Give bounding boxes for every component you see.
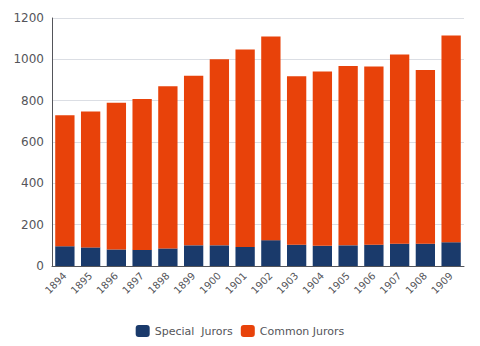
svg-text:Special Jurors: Special Jurors — [155, 325, 233, 338]
svg-text:800: 800 — [21, 94, 44, 108]
svg-text:1898: 1898 — [146, 270, 172, 296]
svg-text:1900: 1900 — [198, 270, 224, 296]
svg-text:200: 200 — [21, 218, 44, 232]
svg-text:600: 600 — [21, 135, 44, 149]
svg-text:1899: 1899 — [172, 270, 198, 296]
svg-text:1908: 1908 — [404, 270, 430, 296]
svg-text:0: 0 — [36, 259, 44, 273]
svg-text:1200: 1200 — [13, 11, 44, 25]
svg-text:1896: 1896 — [95, 270, 121, 296]
svg-text:1000: 1000 — [13, 52, 44, 66]
svg-text:1904: 1904 — [301, 270, 327, 296]
svg-text:1901: 1901 — [223, 270, 249, 296]
svg-text:1897: 1897 — [120, 270, 146, 296]
svg-text:1902: 1902 — [249, 270, 275, 296]
svg-text:1907: 1907 — [378, 270, 404, 296]
svg-text:1909: 1909 — [429, 270, 455, 296]
svg-text:400: 400 — [21, 176, 44, 190]
svg-text:1906: 1906 — [352, 270, 378, 296]
svg-text:1894: 1894 — [43, 270, 69, 296]
svg-text:1903: 1903 — [275, 270, 301, 296]
svg-text:1895: 1895 — [69, 270, 95, 296]
svg-text:1905: 1905 — [326, 270, 352, 296]
svg-text:Common Jurors: Common Jurors — [260, 325, 345, 338]
